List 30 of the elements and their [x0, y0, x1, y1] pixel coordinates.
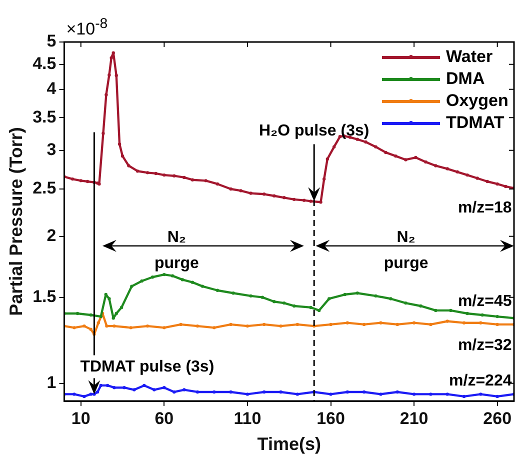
y-tick-label: 1.5 [32, 287, 56, 306]
y-tick-label: 1 [46, 373, 56, 392]
annotation: N₂ purge [154, 228, 199, 272]
y-tick-label: 4.5 [32, 54, 56, 74]
y-tick-label: 2.5 [32, 178, 56, 198]
legend-label: Oxygen [446, 90, 508, 112]
x-tick-label: 60 [154, 408, 174, 428]
annotation: m/z=18 [458, 200, 512, 217]
annotation: N₂ purge [384, 228, 428, 272]
annotation: H₂O pulse (3s) [258, 122, 370, 140]
x-tick-label: 210 [400, 408, 428, 428]
y-axis-title: Partial Pressure (Torr) [6, 127, 26, 316]
legend-label: Water [446, 46, 493, 68]
y-tick-label: 5 [46, 32, 56, 51]
x-tick-label: 110 [234, 408, 262, 428]
y-tick-label: 3 [46, 140, 56, 160]
annotation: m/z=45 [458, 292, 512, 310]
x-tick-label: 160 [316, 408, 345, 428]
annotation: m/z=32 [458, 336, 512, 354]
y-tick-label: 4 [46, 79, 57, 98]
text: ×10$^{-8}$ [66, 16, 108, 40]
x-tick-label: 10 [71, 408, 90, 428]
annotation: m/z=224 [449, 372, 512, 390]
x-axis-title: Time(s) [257, 434, 321, 454]
annotation: TDMAT pulse (3s) [80, 358, 214, 376]
y-tick-label: 2 [46, 226, 56, 246]
legend-label: TDMAT [446, 112, 504, 134]
legend-label: DMA [446, 68, 485, 90]
x-tick-label: 260 [483, 408, 512, 428]
y-tick-label: 3.5 [32, 107, 56, 126]
